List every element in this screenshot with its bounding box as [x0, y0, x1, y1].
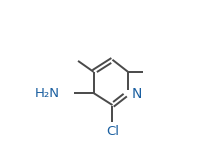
Text: H₂N: H₂N	[35, 87, 60, 100]
Text: Cl: Cl	[106, 125, 119, 138]
Text: N: N	[131, 87, 142, 101]
